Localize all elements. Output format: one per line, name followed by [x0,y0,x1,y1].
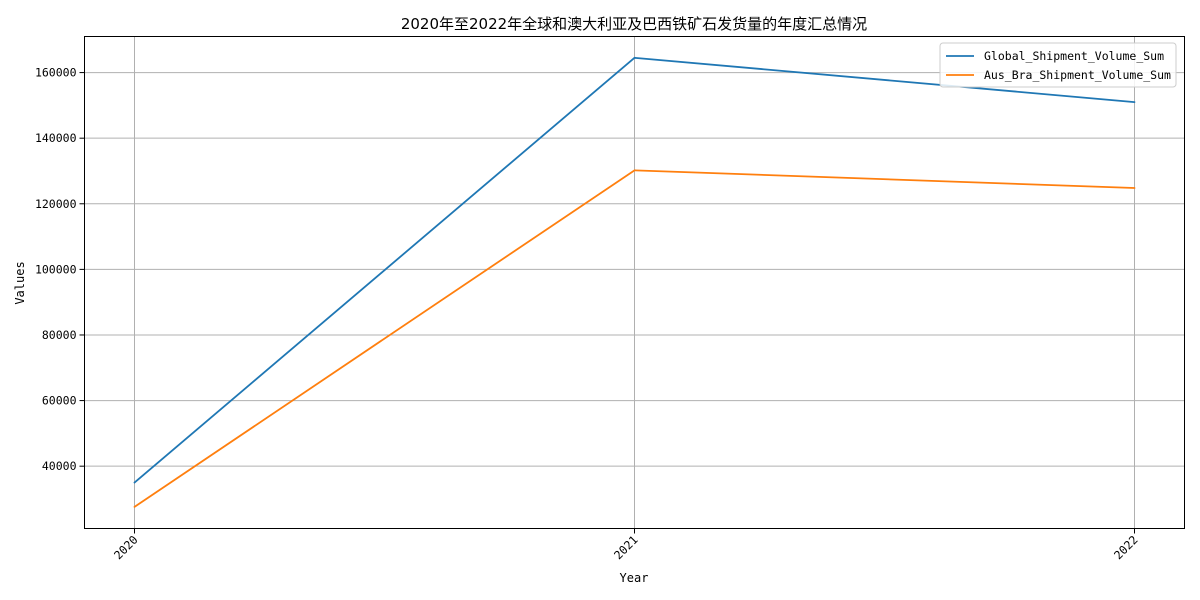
legend-box [939,42,1177,88]
y-tick-label: 140000 [35,131,77,145]
y-tick-label: 100000 [35,262,77,276]
y-tick-label: 120000 [35,197,77,211]
y-tick-label: 160000 [35,66,77,80]
y-tick-label: 60000 [42,394,77,408]
y-tick-label: 40000 [42,459,77,473]
series-line-2 [133,169,1136,508]
legend-label-1: Global_Shipment_Volume_Sum [984,49,1164,63]
x-axis-label: Year [620,571,649,585]
legend-label-2: Aus_Bra_Shipment_Volume_Sum [984,68,1171,82]
legend: Global_Shipment_Volume_Sum Aus_Bra_Shipme… [939,42,1177,88]
y-axis-label: Values [13,261,27,304]
chart-title: 2020年至2022年全球和澳大利亚及巴西铁矿石发货量的年度汇总情况 [401,15,867,33]
y-tick-label: 80000 [42,328,77,342]
